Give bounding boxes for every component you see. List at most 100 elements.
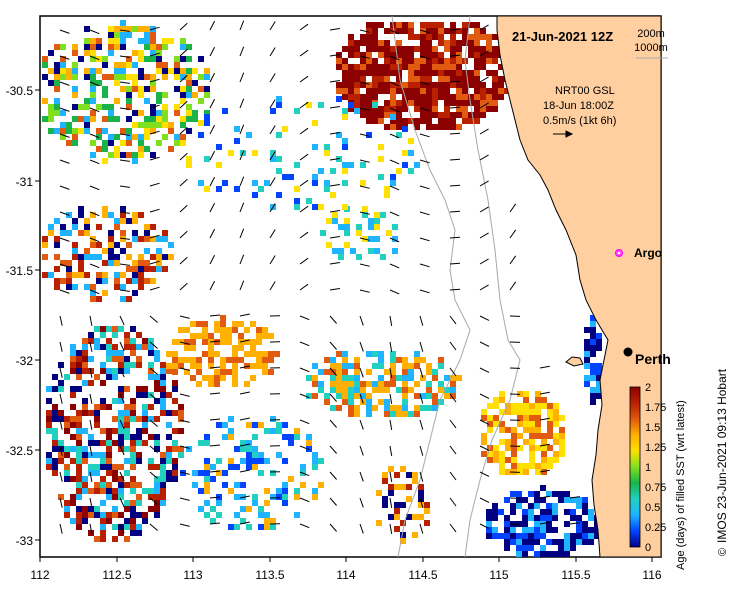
sst-pixel <box>486 100 492 106</box>
sst-pixel <box>342 94 348 100</box>
sst-pixel <box>456 94 462 100</box>
sst-pixel <box>240 482 246 488</box>
current-vector <box>239 339 250 343</box>
sst-pixel <box>252 434 258 440</box>
sst-pixel <box>108 260 114 266</box>
sst-pixel <box>118 416 124 422</box>
sst-pixel <box>432 112 438 118</box>
sst-pixel <box>456 112 462 118</box>
current-vector <box>179 74 188 83</box>
sst-pixel <box>208 375 214 381</box>
current-vector <box>119 523 125 534</box>
sst-pixel <box>174 56 180 62</box>
sst-pixel <box>160 458 166 464</box>
sst-pixel <box>312 120 318 126</box>
sst-pixel <box>66 260 72 266</box>
sst-pixel <box>64 428 70 434</box>
sst-pixel <box>262 363 268 369</box>
sst-pixel <box>136 452 142 458</box>
current-vector <box>359 185 370 189</box>
current-vector <box>239 443 250 447</box>
sst-pixel <box>426 124 432 130</box>
sst-pixel <box>108 254 114 260</box>
sst-pixel <box>132 50 138 56</box>
current-vector <box>239 521 250 525</box>
sst-pixel <box>144 128 150 134</box>
sst-pixel <box>348 375 354 381</box>
sst-pixel <box>106 512 112 518</box>
sst-pixel <box>306 198 312 204</box>
sst-pixel <box>582 533 588 539</box>
sst-pixel <box>400 520 406 526</box>
current-vector <box>239 20 245 31</box>
sst-pixel <box>132 62 138 68</box>
sst-pixel <box>162 68 168 74</box>
current-vector <box>479 315 490 321</box>
sst-pixel <box>522 533 528 539</box>
sst-pixel <box>558 491 564 497</box>
sst-pixel <box>172 339 178 345</box>
sst-pixel <box>492 76 498 82</box>
sst-pixel <box>112 356 118 362</box>
sst-pixel <box>180 116 186 122</box>
sst-pixel <box>468 76 474 82</box>
sst-pixel <box>90 38 96 44</box>
sst-pixel <box>342 88 348 94</box>
sst-pixel <box>372 70 378 76</box>
sst-pixel <box>184 369 190 375</box>
current-vector <box>59 159 70 164</box>
sst-pixel <box>510 527 516 533</box>
sst-pixel <box>48 128 54 134</box>
sst-pixel <box>186 116 192 122</box>
current-vector <box>329 341 337 350</box>
sst-pixel <box>396 106 402 112</box>
sst-pixel <box>408 100 414 106</box>
sst-pixel <box>384 28 390 34</box>
sst-pixel <box>492 503 498 509</box>
sst-pixel <box>540 551 546 557</box>
sst-pixel <box>114 116 120 122</box>
sst-pixel <box>432 46 438 52</box>
sst-pixel <box>380 254 386 260</box>
sst-pixel <box>372 106 378 112</box>
sst-pixel <box>426 112 432 118</box>
sst-pixel <box>114 134 120 140</box>
sst-pixel <box>54 74 60 80</box>
sst-pixel <box>414 100 420 106</box>
sst-pixel <box>444 64 450 70</box>
sst-pixel <box>300 464 306 470</box>
sst-pixel <box>82 458 88 464</box>
sst-pixel <box>72 224 78 230</box>
sst-pixel <box>504 539 510 545</box>
sst-pixel <box>468 70 474 76</box>
sst-pixel <box>144 260 150 266</box>
x-tick-label: 114.5 <box>408 568 437 582</box>
sst-pixel <box>198 488 204 494</box>
sst-pixel <box>124 518 130 524</box>
sst-pixel <box>294 204 300 210</box>
sst-pixel <box>408 375 414 381</box>
sst-pixel <box>76 452 82 458</box>
sst-pixel <box>234 446 240 452</box>
sst-pixel <box>396 112 402 118</box>
sst-pixel <box>394 526 400 532</box>
sst-pixel <box>486 106 492 112</box>
sst-pixel <box>424 520 430 526</box>
sst-pixel <box>84 38 90 44</box>
sst-pixel <box>94 416 100 422</box>
sst-pixel <box>390 363 396 369</box>
sst-pixel <box>186 128 192 134</box>
sst-pixel <box>282 482 288 488</box>
current-vector <box>209 340 221 343</box>
sst-pixel <box>408 76 414 82</box>
sst-pixel <box>499 451 505 457</box>
sst-pixel <box>208 345 214 351</box>
sst-pixel <box>72 128 78 134</box>
sst-pixel <box>396 76 402 82</box>
sst-pixel <box>418 490 424 496</box>
current-vector <box>329 54 340 57</box>
sst-pixel <box>348 411 354 417</box>
sst-pixel <box>220 333 226 339</box>
sst-pixel <box>112 440 118 446</box>
sst-pixel <box>456 124 462 130</box>
